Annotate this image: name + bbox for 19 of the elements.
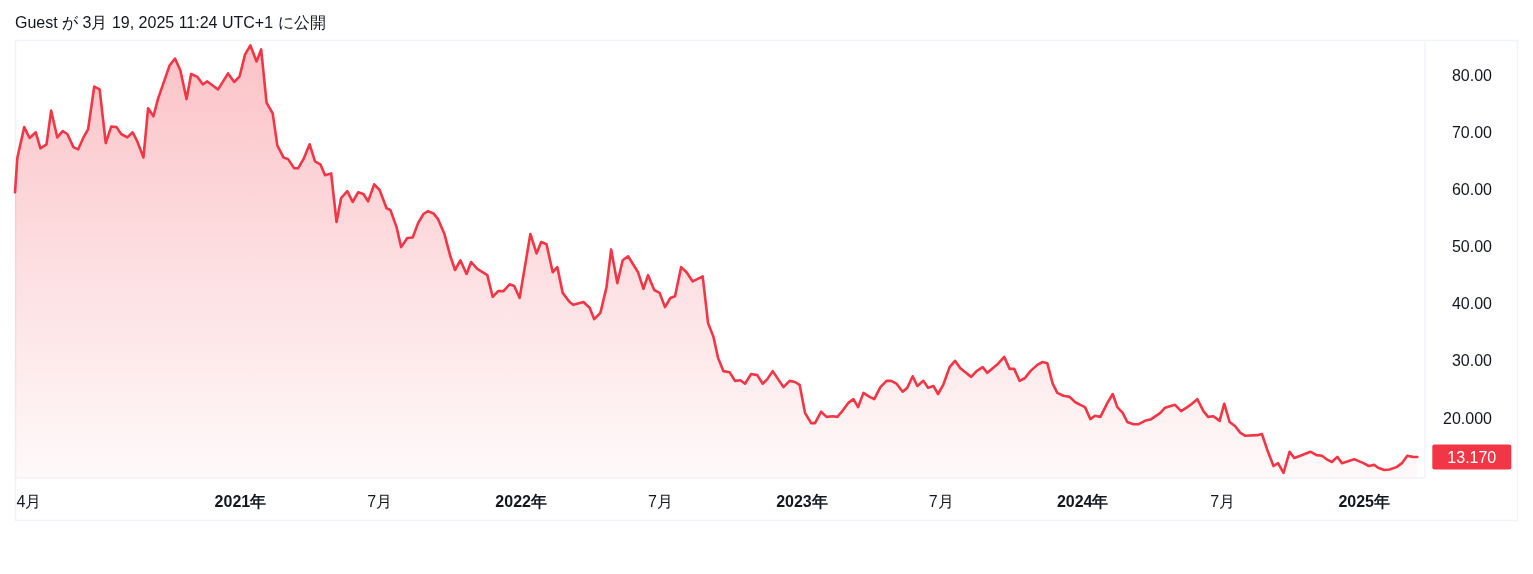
y-tick-label: 70.00 [1451,123,1493,141]
x-tick-label: 2021年 [214,493,267,510]
y-tick-label: 20.000 [1443,409,1493,427]
x-tick-label: 2024年 [1056,493,1109,510]
x-tick-label: 7月 [928,493,954,510]
y-tick-label: 80.00 [1451,66,1493,84]
y-tick-label: 50.00 [1451,238,1493,256]
text: Guest が 3月 19, 2025 11:24 UTC+1 に公開 [15,14,326,31]
y-tick-label: 40.00 [1451,295,1493,313]
annotation: 13.170 [1447,449,1497,467]
x-tick-label: 2022年 [495,493,547,510]
x-tick-label: 4月 [16,493,42,510]
y-tick-label: 60.00 [1451,180,1493,198]
x-tick-label: 7月 [1210,493,1236,510]
x-tick-label: 7月 [367,493,393,510]
x-tick-label: 2025年 [1338,493,1391,510]
y-tick-label: 30.00 [1451,352,1493,370]
x-tick-label: 2023年 [776,493,828,510]
x-tick-label: 7月 [647,493,673,510]
